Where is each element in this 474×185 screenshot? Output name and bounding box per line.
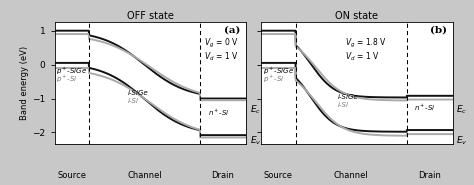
Text: OFF state: OFF state [127,11,173,21]
Y-axis label: Band energy (eV): Band energy (eV) [20,46,29,120]
Text: i-SiGe: i-SiGe [127,90,148,96]
Text: (a): (a) [224,26,240,35]
Text: i-Si: i-Si [338,102,349,108]
Text: $E_v$: $E_v$ [250,135,261,147]
Text: Source: Source [264,171,293,180]
Text: i-SiGe: i-SiGe [338,94,358,100]
Text: Drain: Drain [211,171,235,180]
Text: Channel: Channel [334,171,369,180]
Text: Drain: Drain [418,171,441,180]
Text: Channel: Channel [127,171,162,180]
Text: $V_d$ = 1 V: $V_d$ = 1 V [204,50,238,63]
Text: $E_c$: $E_c$ [456,103,468,116]
Text: $V_g$ = 1.8 V: $V_g$ = 1.8 V [346,37,387,50]
Text: (b): (b) [430,26,447,35]
Text: $E_v$: $E_v$ [456,135,468,147]
Text: i-Si: i-Si [127,98,138,104]
Text: n$^+$-Si: n$^+$-Si [208,108,229,118]
Text: $V_g$ = 0 V: $V_g$ = 0 V [204,37,238,50]
Text: $V_d$ = 1 V: $V_d$ = 1 V [346,50,380,63]
Text: p$^+$-Si: p$^+$-Si [263,73,285,85]
Text: n$^+$-Si: n$^+$-Si [414,103,436,113]
Text: $E_c$: $E_c$ [250,103,261,116]
Text: ON state: ON state [336,11,378,21]
Text: p$^+$-Si: p$^+$-Si [56,73,78,85]
Text: p$^+$-SiGe: p$^+$-SiGe [263,66,294,77]
Text: Source: Source [57,171,86,180]
Text: p$^+$-SiGe: p$^+$-SiGe [56,66,88,77]
